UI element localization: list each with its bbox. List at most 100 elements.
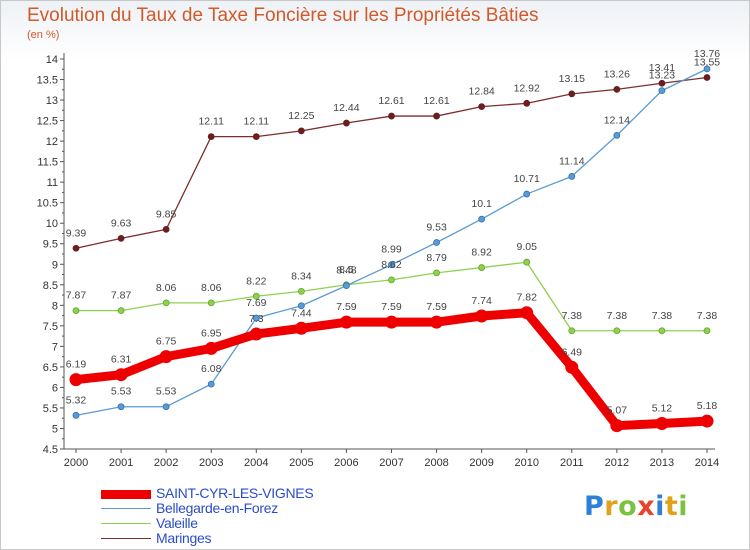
data-point — [388, 112, 395, 120]
y-tick-label: 8.5 — [43, 280, 58, 292]
data-point — [703, 74, 711, 81]
data-point — [297, 127, 305, 135]
y-tick-label: 9.5 — [43, 239, 58, 251]
data-label: 6.19 — [66, 359, 87, 371]
legend-label: SAINT-CYR-LES-VIGNES — [156, 485, 314, 501]
data-labels: 9.39 9.63 9.85 12.11 12.11 12.25 12.44 12.61 12.… — [66, 48, 721, 417]
x-tick-label: 2000 — [64, 457, 88, 469]
data-point — [655, 417, 669, 431]
data-label: 8.5 — [339, 264, 354, 276]
legend-swatch — [101, 508, 151, 509]
x-tick-label: 2009 — [469, 457, 493, 469]
logo-letter: i — [655, 491, 665, 522]
data-label: 12.11 — [198, 116, 224, 128]
logo-letter: r — [604, 491, 619, 522]
data-label: 7.87 — [111, 290, 132, 302]
data-label: 7.82 — [516, 292, 537, 304]
y-tick-label: 13.5 — [37, 75, 58, 87]
data-label: 12.61 — [378, 95, 404, 107]
data-label: 9.53 — [426, 222, 447, 234]
y-tick-label: 11.5 — [37, 157, 58, 169]
y-tick-label: 4.5 — [43, 444, 58, 456]
data-point — [252, 292, 260, 300]
axes: 4.5 5 5.5 6 6.5 7 7.5 8 8.5 9 9.5 10 10.5 11 11.5 12 12.… — [37, 53, 719, 469]
data-point — [475, 309, 489, 323]
y-tick-label: 8 — [52, 300, 58, 312]
data-point — [114, 368, 128, 382]
data-point — [72, 244, 80, 252]
legend-swatch — [101, 538, 151, 539]
data-label: 13.26 — [604, 68, 630, 80]
x-tick-label: 2005 — [289, 457, 313, 469]
data-label: 13.76 — [694, 48, 720, 60]
data-label: 11.14 — [559, 155, 585, 167]
data-label: 9.85 — [156, 208, 177, 220]
y-tick-label: 9 — [52, 259, 58, 271]
legend-swatch — [101, 523, 151, 524]
data-point — [343, 282, 350, 290]
data-label: 5.12 — [652, 403, 673, 415]
data-point — [162, 403, 170, 411]
data-label: 9.05 — [516, 241, 537, 253]
data-point — [385, 315, 398, 329]
x-tick-label: 2002 — [154, 457, 178, 469]
legend-label: Valeille — [156, 515, 198, 531]
data-label: 7.59 — [381, 301, 402, 313]
data-label: 8.06 — [156, 282, 177, 294]
x-tick-label: 2004 — [244, 457, 268, 469]
data-point — [207, 133, 215, 140]
data-label: 13.41 — [649, 62, 675, 74]
data-point — [69, 373, 83, 387]
data-label: 7.59 — [426, 301, 447, 313]
x-tick-label: 2001 — [109, 457, 133, 469]
page-title: Evolution du Taux de Taxe Foncière sur l… — [27, 5, 539, 26]
x-tick-label: 2013 — [650, 457, 674, 469]
x-tick-label: 2014 — [695, 457, 719, 469]
data-point — [568, 327, 576, 335]
data-label: 7.38 — [652, 310, 673, 322]
x-tick-label: 2010 — [514, 457, 538, 469]
data-point — [703, 327, 711, 335]
data-point — [162, 225, 170, 233]
data-label: 12.25 — [288, 110, 314, 122]
data-point — [388, 276, 395, 284]
y-tick-label: 5 — [52, 423, 58, 435]
data-label: 7.38 — [607, 310, 628, 322]
data-point — [72, 307, 80, 315]
data-label: 5.07 — [607, 405, 628, 417]
x-tick-label: 2011 — [560, 457, 584, 469]
data-label: 12.14 — [604, 114, 630, 126]
x-tick-label: 2008 — [424, 457, 448, 469]
data-label: 13.23 — [649, 70, 675, 82]
y-tick-label: 12.5 — [37, 116, 58, 128]
data-label: 7.38 — [697, 310, 718, 322]
data-label: 7.3 — [249, 313, 264, 325]
data-point — [613, 85, 621, 93]
data-label: 5.53 — [156, 386, 177, 398]
y-tick-label: 12 — [46, 136, 58, 148]
data-point — [388, 261, 395, 269]
data-point — [523, 190, 531, 198]
data-point — [478, 264, 486, 271]
data-label: 13.55 — [694, 56, 720, 68]
data-label: 12.92 — [514, 82, 540, 94]
data-label: 9.63 — [111, 217, 132, 229]
data-label: 8.99 — [381, 244, 402, 256]
data-point — [207, 380, 215, 388]
data-label: 8.22 — [246, 275, 267, 287]
data-label: 9.39 — [66, 227, 87, 239]
data-label: 5.53 — [111, 386, 132, 398]
logo-letter: o — [618, 491, 638, 522]
y-tick-label: 10 — [46, 218, 58, 230]
data-label: 5.18 — [697, 400, 718, 412]
series-lines — [69, 65, 714, 433]
data-point — [433, 269, 440, 277]
data-point — [703, 65, 711, 73]
data-label: 8.06 — [201, 282, 222, 294]
data-label: 6.08 — [201, 363, 222, 375]
data-point — [658, 79, 666, 87]
data-label: 7.74 — [471, 295, 492, 307]
data-point — [297, 287, 305, 295]
